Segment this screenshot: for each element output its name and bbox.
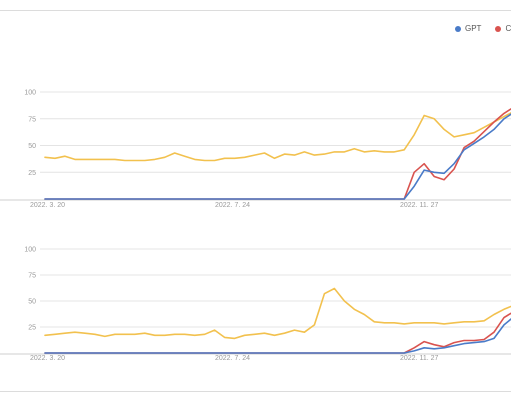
bottom-divider xyxy=(0,391,511,392)
legend-dot-gpt xyxy=(455,25,461,32)
chart1-x-tick-0: 2022. 3. 20 xyxy=(30,202,65,209)
chart2-y-tick-100: 100 xyxy=(24,247,36,254)
chart2-y-tick-50: 50 xyxy=(28,299,36,306)
chart2-series-3-line xyxy=(44,318,511,354)
legend-dot-c xyxy=(495,25,502,32)
legend: GPT C xyxy=(455,24,511,33)
chart1-y-tick-100: 100 xyxy=(24,90,36,97)
chart2-y-tick-75: 75 xyxy=(28,273,36,280)
chart2-x-tick-2: 2022. 11. 27 xyxy=(400,355,439,362)
legend-label-gpt: GPT xyxy=(465,24,482,33)
chart2-y-tick-25: 25 xyxy=(28,325,36,332)
chart1-x-tick-2: 2022. 11. 27 xyxy=(400,202,439,209)
chart1-y-tick-75: 75 xyxy=(28,116,36,123)
chart1-x-tick-1: 2022. 7. 24 xyxy=(215,202,250,209)
chart2-x-tick-0: 2022. 3. 20 xyxy=(30,355,65,362)
chart1-series-2-line xyxy=(44,107,511,200)
chart1-series-3-line xyxy=(44,113,511,200)
chart2-x-tick-1: 2022. 7. 24 xyxy=(215,355,250,362)
legend-label-c: C xyxy=(505,24,511,33)
chart2-series-2-line xyxy=(44,312,511,354)
chart1-y-tick-50: 50 xyxy=(28,143,36,150)
chart1-series-1-line xyxy=(44,111,511,162)
chart1-y-tick-25: 25 xyxy=(28,170,36,177)
top-divider xyxy=(0,10,511,11)
chart2-series-1-line xyxy=(44,287,511,340)
